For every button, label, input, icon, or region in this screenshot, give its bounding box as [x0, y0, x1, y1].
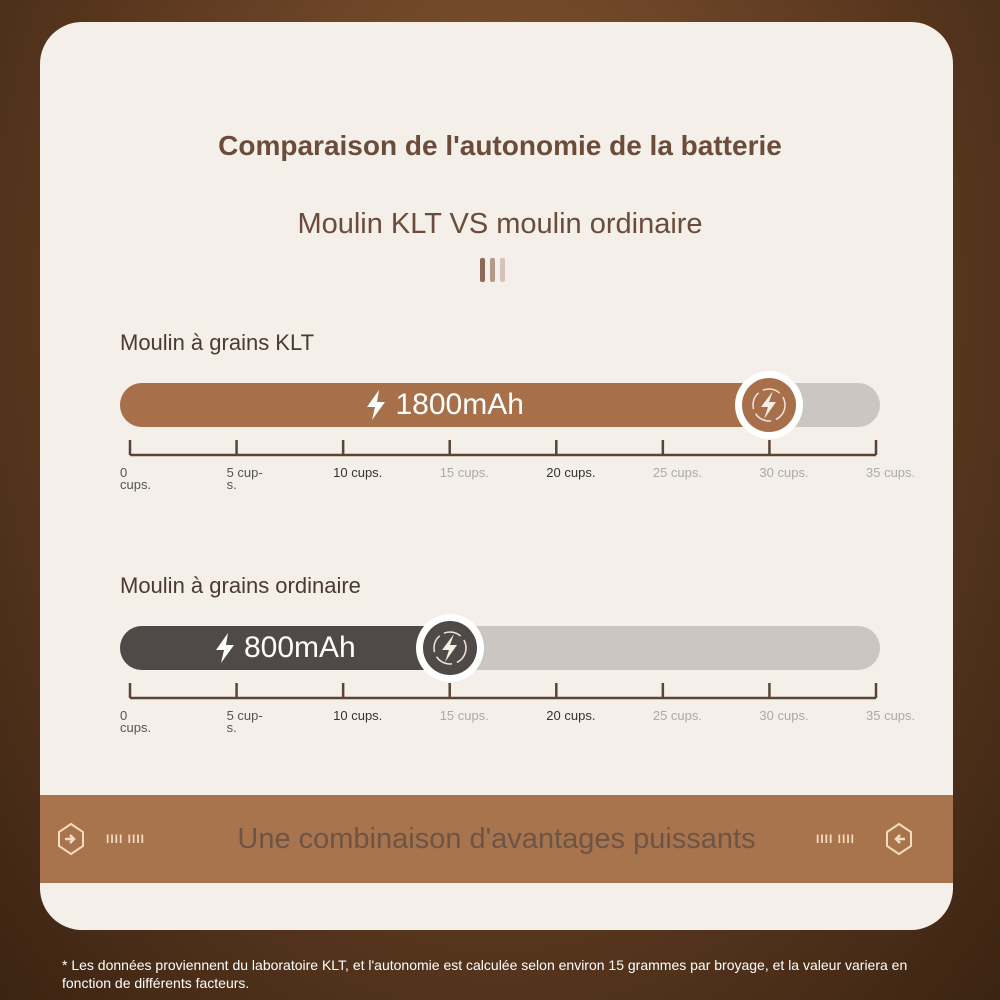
- bar-end-badge: [415, 614, 484, 682]
- tick-label: 35 cups.: [866, 465, 916, 480]
- footnote: * Les données proviennent du laboratoire…: [62, 957, 908, 991]
- divider-bars-icon: [480, 258, 505, 282]
- tick-label: 25 cups.: [652, 465, 702, 480]
- tick-label: 0 cups.: [120, 465, 152, 492]
- stripes-icon: IIII IIII: [106, 832, 146, 846]
- tick-label: 0 cups.: [120, 708, 152, 735]
- bar-track: 1800mAh: [120, 371, 880, 439]
- charging-icon: [752, 388, 787, 422]
- banner: IIII IIII Une combinaison d'avantages pu…: [40, 795, 953, 883]
- tick-label: 10 cups.: [333, 708, 383, 723]
- tick-label: 15 cups.: [439, 465, 489, 480]
- charging-icon: [432, 631, 467, 665]
- banner-text: Une combinaison d'avantages puissants: [237, 822, 756, 855]
- tick-label: 10 cups.: [333, 465, 383, 480]
- tick-label: 20 cups.: [546, 465, 596, 480]
- page-title: Comparaison de l'autonomie de la batteri…: [218, 130, 782, 161]
- tick-label: 20 cups.: [546, 708, 596, 723]
- tick-label: 25 cups.: [652, 708, 702, 723]
- series-label: Moulin à grains ordinaire: [120, 573, 361, 598]
- series-label: Moulin à grains KLT: [120, 330, 315, 355]
- bar-track: 800mAh: [120, 614, 880, 682]
- bar-fill: 1800mAh: [120, 383, 770, 427]
- infographic-card: Comparaison de l'autonomie de la batteri…: [40, 22, 953, 930]
- tick-label: 5 cup-s.: [226, 708, 263, 735]
- lightning-icon: [367, 390, 386, 420]
- tick-label: 30 cups.: [759, 708, 809, 723]
- subtitle: Moulin KLT VS moulin ordinaire: [297, 208, 703, 240]
- tick-label: 30 cups.: [759, 465, 809, 480]
- capacity-label: 800mAh: [243, 631, 356, 664]
- arrow-right-hex-icon: [58, 822, 84, 856]
- tick-label: 15 cups.: [439, 708, 489, 723]
- tick-label: 5 cup-s.: [226, 465, 263, 492]
- lightning-icon: [215, 633, 234, 663]
- arrow-left-hex-icon: [886, 822, 912, 856]
- bar-end-badge: [735, 371, 804, 439]
- axis: [128, 440, 878, 457]
- capacity-label: 1800mAh: [395, 388, 524, 421]
- stripes-icon: IIII IIII: [816, 832, 856, 846]
- axis: [128, 683, 878, 700]
- tick-label: 35 cups.: [866, 708, 916, 723]
- bar-fill: 800mAh: [120, 626, 450, 670]
